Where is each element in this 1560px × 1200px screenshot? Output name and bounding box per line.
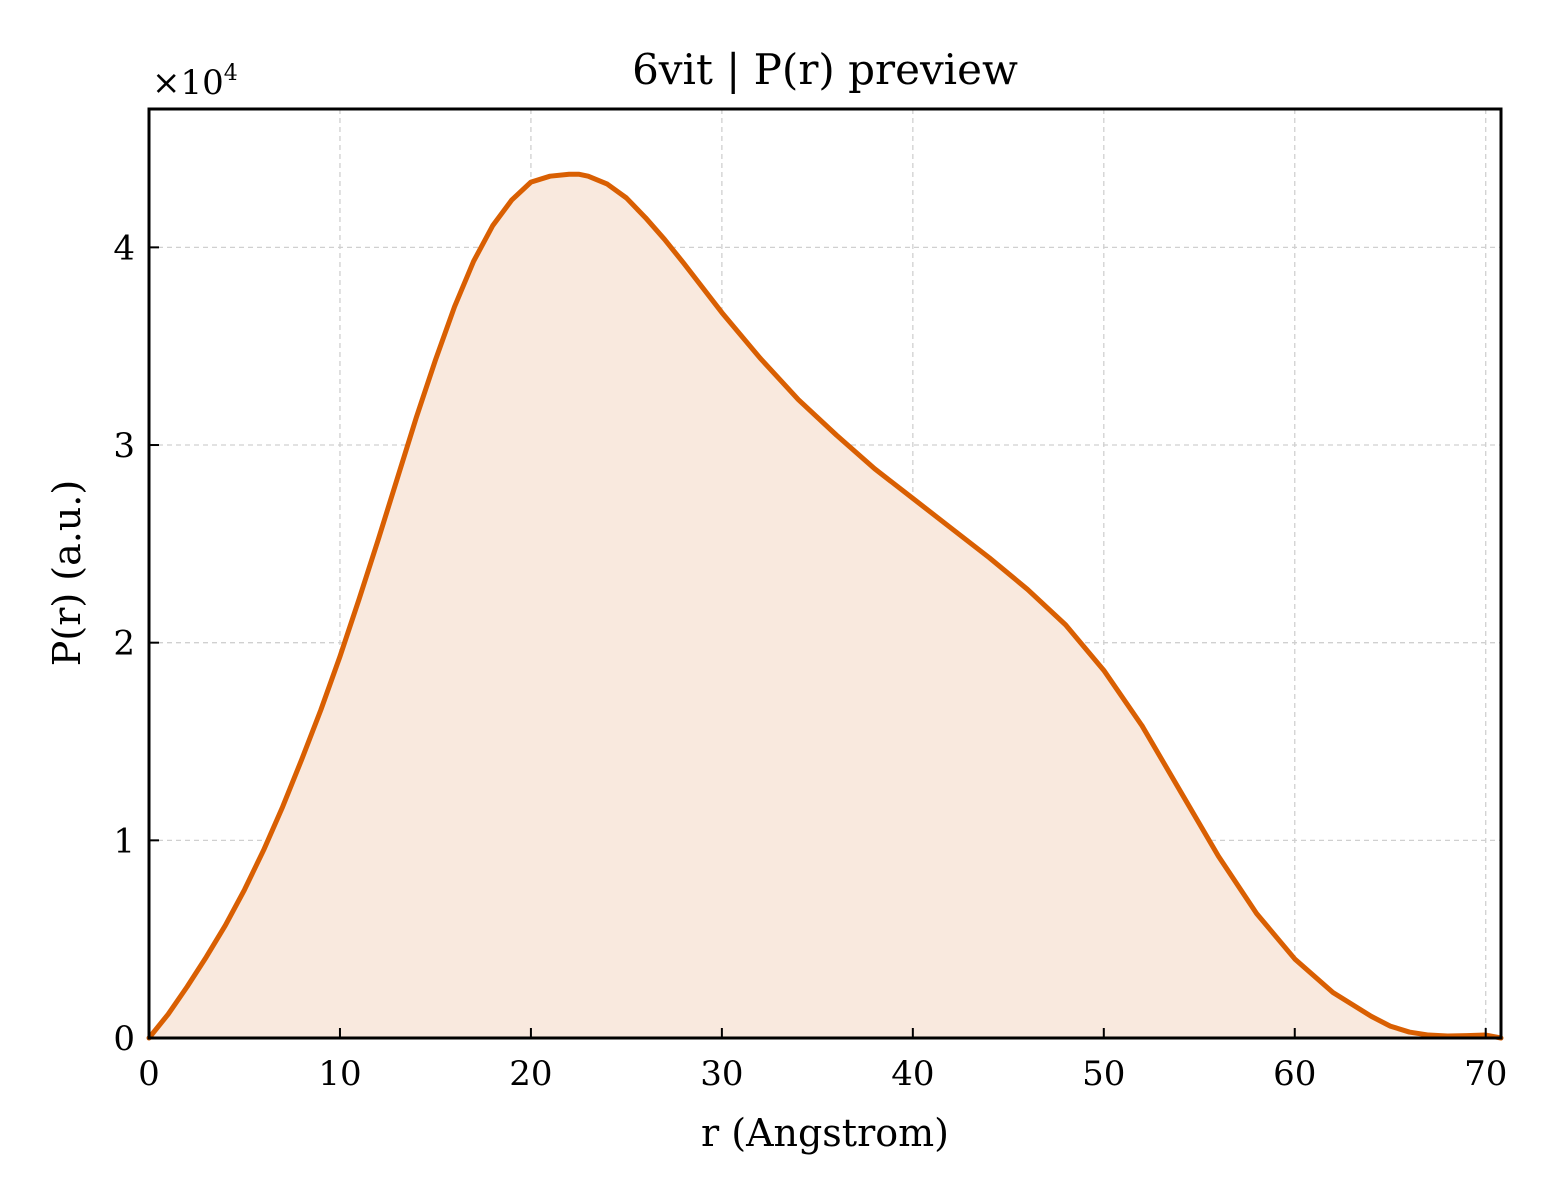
x-axis-label: r (Angstrom)	[701, 1111, 949, 1155]
x-tick-labels: 0 10 20 30 40 50 60 70	[138, 1054, 1507, 1094]
y-tick-label: 3	[113, 426, 135, 466]
y-tick-label: 2	[113, 624, 135, 664]
x-tick-label: 20	[509, 1054, 552, 1094]
y-tick-label: 0	[113, 1019, 135, 1059]
pr-area-fill	[149, 174, 1501, 1039]
chart-title: 6vit | P(r) preview	[632, 45, 1018, 94]
x-tick-label: 30	[700, 1054, 743, 1094]
series-line-layer	[146, 171, 1504, 1041]
x-tick-label: 50	[1082, 1054, 1125, 1094]
x-tick-label: 10	[318, 1054, 361, 1094]
y-axis-multiplier: ×104	[152, 61, 238, 103]
y-multiplier-power: 4	[224, 61, 238, 86]
plot-frame	[147, 107, 1503, 1040]
y-multiplier-base: ×10	[152, 63, 224, 103]
x-tick-label: 0	[138, 1054, 160, 1094]
y-axis-label: P(r) (a.u.)	[45, 480, 89, 666]
x-tick-label: 70	[1464, 1054, 1507, 1094]
x-tick-label: 60	[1273, 1054, 1316, 1094]
pr-curve-line	[146, 171, 1504, 1041]
y-tick-label: 1	[113, 821, 135, 861]
y-tick-label: 4	[113, 228, 135, 268]
y-tick-labels: 0 1 2 3 4	[113, 228, 135, 1059]
x-tick-label: 40	[891, 1054, 934, 1094]
area-fill-layer	[149, 174, 1501, 1039]
